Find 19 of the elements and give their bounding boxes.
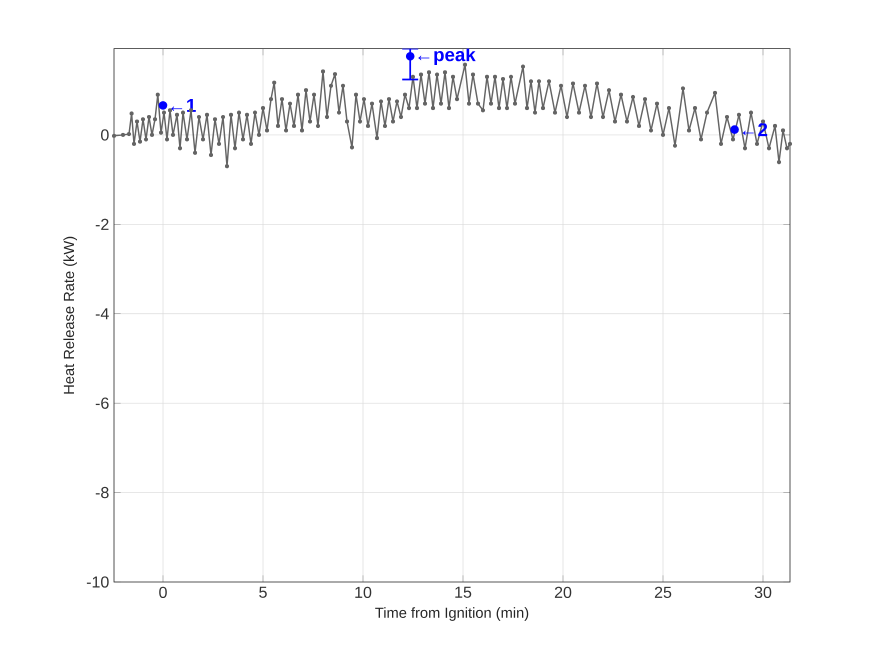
x-tick-label: 30 <box>754 586 772 598</box>
point <box>406 52 414 61</box>
y-tick-label: -8 <box>96 486 109 498</box>
y-tick-label: 0 <box>101 129 109 141</box>
y-tick-label: -2 <box>96 218 108 230</box>
x-tick-label: 0 <box>159 586 167 598</box>
y-tick-label: -6 <box>96 398 109 409</box>
annotation: ←peak <box>418 48 476 65</box>
x-tick-label: 5 <box>259 586 267 598</box>
x-axis-title: Time from Ignition (min) <box>375 607 528 621</box>
x-tick-label: 25 <box>654 586 672 598</box>
x-tick-label: 20 <box>554 586 572 598</box>
point <box>158 101 168 110</box>
x-tick-label: 10 <box>355 586 372 598</box>
y-tick-label: -10 <box>86 576 109 588</box>
x-tick-label: 15 <box>455 586 472 598</box>
y-axis-title: Heat Release Rate (kW) <box>63 236 78 394</box>
point <box>730 125 739 134</box>
y-tick-label: -4 <box>96 308 109 320</box>
